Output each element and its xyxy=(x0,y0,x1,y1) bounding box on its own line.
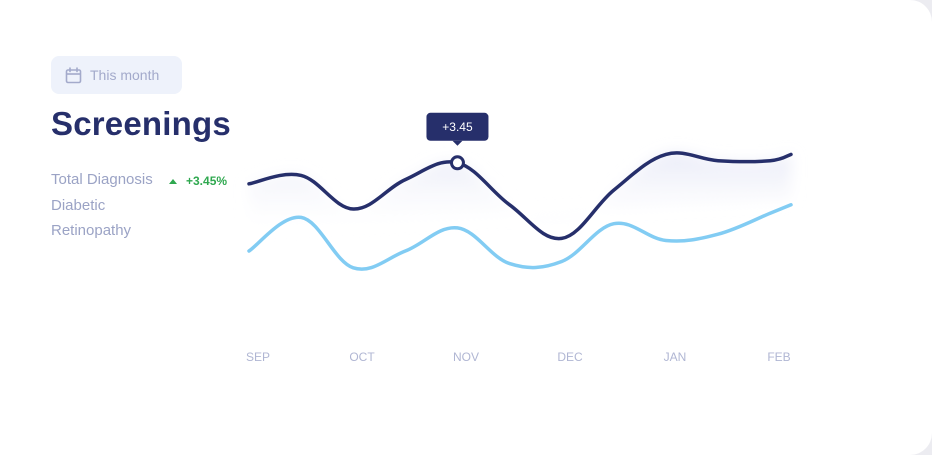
x-tick-label: DEC xyxy=(557,350,583,364)
date-filter-button[interactable]: This month xyxy=(51,56,182,94)
x-tick-label: JAN xyxy=(664,350,687,364)
tooltip: +3.45 xyxy=(426,112,489,146)
x-tick-label: FEB xyxy=(767,350,790,364)
legend-total-diagnosis: Total Diagnosis xyxy=(51,171,153,188)
delta-badge: +3.45% xyxy=(169,174,227,188)
calendar-icon xyxy=(65,66,82,84)
x-tick-label: OCT xyxy=(349,350,375,364)
x-tick-label: NOV xyxy=(453,350,479,364)
date-filter-label: This month xyxy=(90,67,160,83)
series-line-1 xyxy=(247,151,793,241)
series-shadow xyxy=(249,152,791,239)
delta-value: +3.45% xyxy=(186,174,228,188)
tooltip-label: +3.45 xyxy=(442,120,473,134)
x-tick-label: SEP xyxy=(246,350,270,364)
up-arrow-icon xyxy=(169,178,177,184)
legend-diabetic: Diabetic xyxy=(51,197,106,214)
page-title: Screenings xyxy=(51,105,231,142)
legend-retinopathy: Retinopathy xyxy=(51,222,132,239)
series-line-2 xyxy=(247,203,793,271)
highlight-point[interactable] xyxy=(449,155,465,171)
